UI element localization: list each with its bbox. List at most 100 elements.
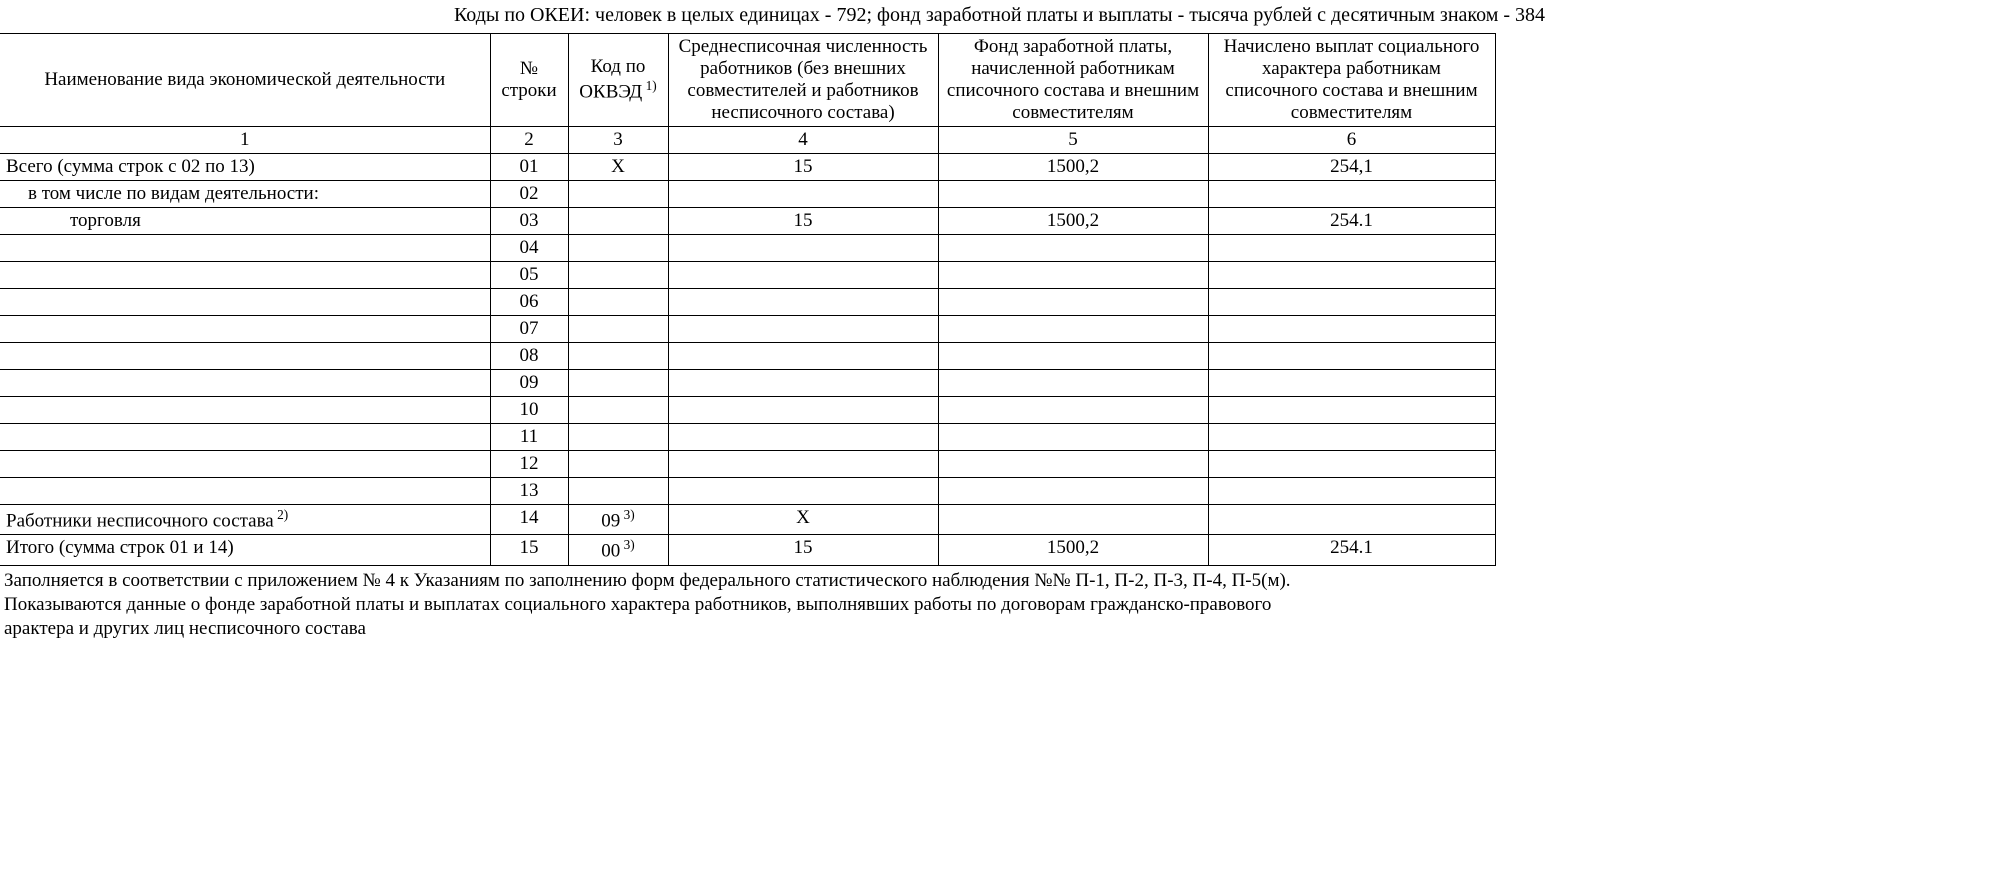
value-col5 [938, 316, 1208, 343]
row-number: 12 [490, 451, 568, 478]
row-number: 07 [490, 316, 568, 343]
value-col6 [1208, 370, 1495, 397]
value-col4: X [668, 505, 938, 535]
okved-code [568, 208, 668, 235]
row-number: 02 [490, 181, 568, 208]
table-row: 05 [0, 262, 1495, 289]
table-row: 13 [0, 478, 1495, 505]
row-number: 14 [490, 505, 568, 535]
activity-name [0, 316, 490, 343]
footnote-1: Заполняется в соответствии с приложением… [4, 570, 1999, 592]
col-header-3: Код по ОКВЭД 1) [568, 34, 668, 127]
okved-code [568, 262, 668, 289]
value-col5 [938, 181, 1208, 208]
value-col4: 15 [668, 535, 938, 565]
value-col4 [668, 289, 938, 316]
row-number: 15 [490, 535, 568, 565]
okved-code [568, 316, 668, 343]
okved-code [568, 424, 668, 451]
value-col6: 254.1 [1208, 208, 1495, 235]
value-col4 [668, 370, 938, 397]
activity-name: Всего (сумма строк с 02 по 13) [0, 154, 490, 181]
col-header-5: Фонд заработной платы, начисленной работ… [938, 34, 1208, 127]
okved-code [568, 370, 668, 397]
value-col6: 254.1 [1208, 535, 1495, 565]
value-col5: 1500,2 [938, 208, 1208, 235]
value-col5 [938, 505, 1208, 535]
table-row: Итого (сумма строк 01 и 14)1500 3)151500… [0, 535, 1495, 565]
value-col6 [1208, 181, 1495, 208]
value-col6 [1208, 424, 1495, 451]
value-col6 [1208, 235, 1495, 262]
okved-code [568, 235, 668, 262]
value-col4 [668, 397, 938, 424]
row-number: 10 [490, 397, 568, 424]
okved-code: 00 3) [568, 535, 668, 565]
col-header-2: № строки [490, 34, 568, 127]
row-number: 13 [490, 478, 568, 505]
okved-code [568, 397, 668, 424]
value-col6 [1208, 478, 1495, 505]
footnotes: Заполняется в соответствии с приложением… [4, 570, 1999, 640]
row-number: 09 [490, 370, 568, 397]
row-number: 08 [490, 343, 568, 370]
value-col5: 1500,2 [938, 535, 1208, 565]
okved-code: 09 3) [568, 505, 668, 535]
value-col5 [938, 235, 1208, 262]
row-number: 03 [490, 208, 568, 235]
table-row: 11 [0, 424, 1495, 451]
col-num-4: 4 [668, 127, 938, 154]
value-col5 [938, 343, 1208, 370]
table-row: 07 [0, 316, 1495, 343]
table-row: 09 [0, 370, 1495, 397]
row-number: 04 [490, 235, 568, 262]
activity-name [0, 451, 490, 478]
col-num-6: 6 [1208, 127, 1495, 154]
row-number: 06 [490, 289, 568, 316]
value-col5 [938, 424, 1208, 451]
value-col6 [1208, 451, 1495, 478]
value-col6 [1208, 262, 1495, 289]
value-col5 [938, 262, 1208, 289]
value-col5 [938, 478, 1208, 505]
activity-name [0, 424, 490, 451]
activity-name [0, 289, 490, 316]
activity-name [0, 262, 490, 289]
row-number: 01 [490, 154, 568, 181]
activity-name [0, 343, 490, 370]
table-row: Работники несписочного состава 2)1409 3)… [0, 505, 1495, 535]
value-col4 [668, 181, 938, 208]
value-col4 [668, 424, 938, 451]
value-col6 [1208, 505, 1495, 535]
value-col4: 15 [668, 208, 938, 235]
value-col4 [668, 343, 938, 370]
table-row: 10 [0, 397, 1495, 424]
table-row: 08 [0, 343, 1495, 370]
activity-name [0, 397, 490, 424]
table-row: 06 [0, 289, 1495, 316]
col-num-2: 2 [490, 127, 568, 154]
col-num-1: 1 [0, 127, 490, 154]
footnote-2: Показываются данные о фонде заработной п… [4, 594, 1999, 616]
table-row: 04 [0, 235, 1495, 262]
row-number: 05 [490, 262, 568, 289]
value-col4 [668, 316, 938, 343]
footnote-tail: арактера и других лиц несписочного соста… [4, 618, 1999, 640]
value-col6 [1208, 397, 1495, 424]
activity-name: Итого (сумма строк 01 и 14) [0, 535, 490, 565]
value-col4 [668, 451, 938, 478]
p4-table: Наименование вида экономической деятельн… [0, 33, 1496, 566]
activity-name [0, 478, 490, 505]
colnum-row: 123456 [0, 127, 1495, 154]
okei-caption: Коды по ОКЕИ: человек в целых единицах -… [0, 4, 1999, 27]
value-col4 [668, 235, 938, 262]
value-col5 [938, 397, 1208, 424]
value-col6 [1208, 343, 1495, 370]
col-num-3: 3 [568, 127, 668, 154]
table-row: торговля03151500,2254.1 [0, 208, 1495, 235]
okved-code [568, 451, 668, 478]
col-header-1: Наименование вида экономической деятельн… [0, 34, 490, 127]
value-col5 [938, 451, 1208, 478]
col-header-4: Среднесписочная численность работников (… [668, 34, 938, 127]
activity-name: в том числе по видам деятельности: [0, 181, 490, 208]
